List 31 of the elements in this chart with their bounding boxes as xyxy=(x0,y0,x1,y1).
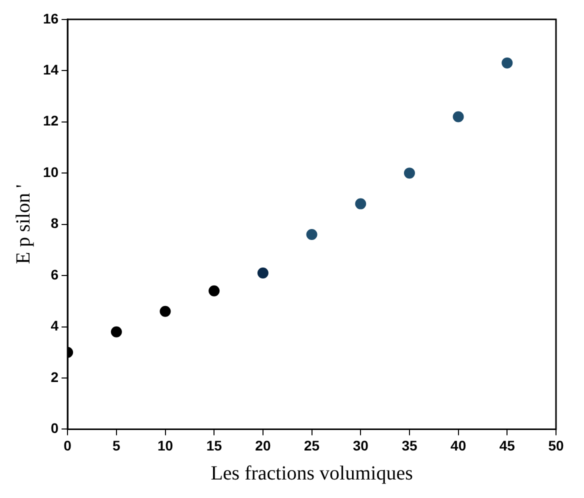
x-axis-title: Les fractions volumiques xyxy=(210,462,414,484)
point xyxy=(208,285,220,296)
x-tick-label: 10 xyxy=(157,437,174,454)
point xyxy=(502,57,513,68)
x-tick-label: 0 xyxy=(64,437,72,454)
y-tick-label: 0 xyxy=(50,420,59,436)
x-tick-label: 35 xyxy=(402,437,418,454)
point xyxy=(160,306,171,317)
y-tick-label: 10 xyxy=(42,164,59,180)
x-tick-label: 30 xyxy=(352,437,369,454)
x-tick-label: 40 xyxy=(450,437,466,454)
y-tick-label: 8 xyxy=(50,215,59,232)
y-tick-label: 16 xyxy=(42,10,59,26)
x-tick-label: 15 xyxy=(206,437,222,454)
y-tick-label: 12 xyxy=(42,112,59,129)
point xyxy=(355,198,366,210)
point xyxy=(306,229,318,240)
x-tick-label: 45 xyxy=(499,437,516,454)
y-axis-title: E p silon ' xyxy=(12,184,34,264)
y-tick-label: 14 xyxy=(42,61,59,78)
y-tick-label: 4 xyxy=(50,318,59,334)
x-tick-label: 5 xyxy=(112,437,121,454)
x-tick-label: 50 xyxy=(548,437,564,454)
point xyxy=(452,111,464,122)
y-tick-label: 6 xyxy=(50,266,59,282)
point xyxy=(110,326,122,338)
point xyxy=(404,168,415,179)
x-tick-label: 20 xyxy=(255,437,271,454)
point xyxy=(257,267,268,278)
y-tick-label: 2 xyxy=(50,368,59,385)
x-tick-label: 25 xyxy=(304,437,320,454)
